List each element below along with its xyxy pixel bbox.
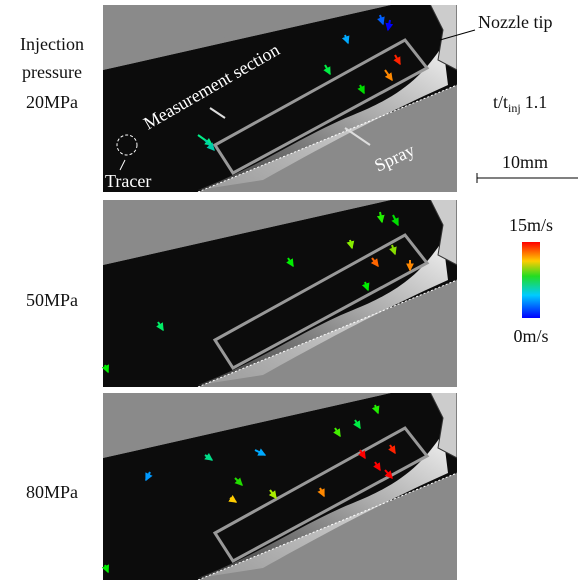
colorbar-min: 0m/s bbox=[513, 326, 548, 346]
time-base: t/t bbox=[493, 92, 508, 112]
image-panel bbox=[103, 180, 457, 390]
label: 80MPa bbox=[26, 482, 78, 502]
image-panel bbox=[103, 373, 457, 583]
figure: Injection pressure 20MPa 50MPa 80MPa Mea… bbox=[0, 0, 582, 584]
time-value: 1.1 bbox=[525, 92, 548, 112]
label: 50MPa bbox=[26, 290, 78, 310]
annotation: Tracer bbox=[105, 171, 151, 191]
label: Injection bbox=[20, 34, 84, 54]
label: pressure bbox=[22, 62, 82, 82]
colorbar-max: 15m/s bbox=[509, 215, 553, 235]
scale-label: 10mm bbox=[502, 152, 548, 172]
colorbar bbox=[522, 242, 540, 318]
annotation: Nozzle tip bbox=[478, 12, 552, 32]
image-panel bbox=[103, 0, 457, 195]
time-label: t/tinj 1.1 bbox=[493, 92, 547, 115]
label: 20MPa bbox=[26, 92, 78, 112]
time-sub: inj bbox=[508, 101, 521, 115]
